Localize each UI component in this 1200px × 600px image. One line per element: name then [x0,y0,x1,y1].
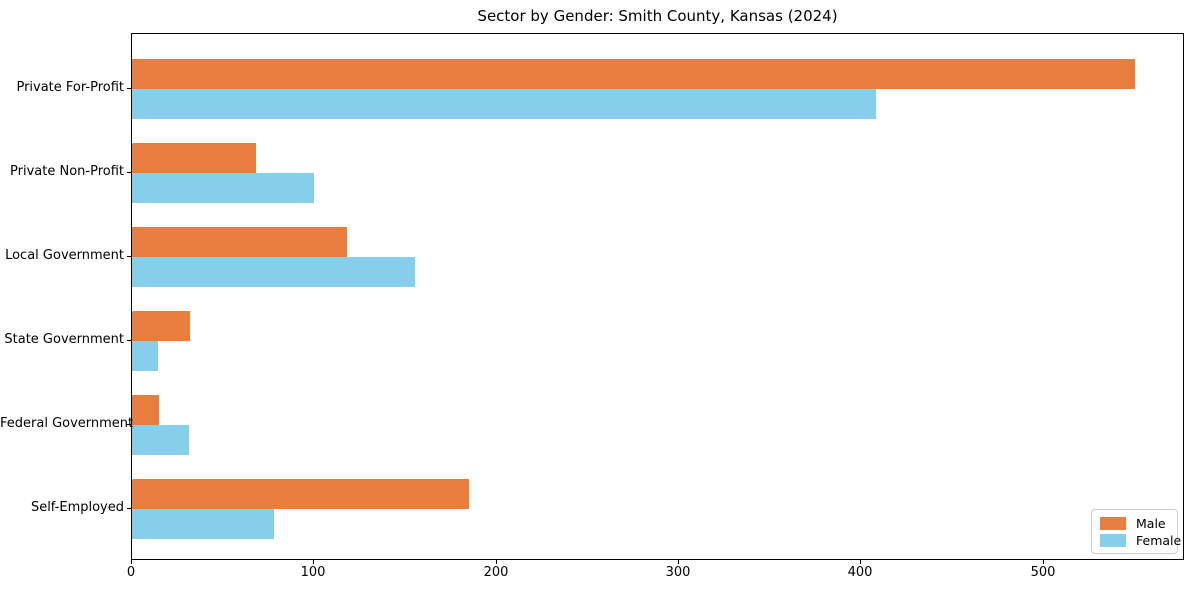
bar-male-self-employed [132,479,469,509]
x-tick-label: 100 [300,565,326,580]
x-tick-label: 200 [483,565,509,580]
legend-row-male: Male [1100,516,1169,531]
bar-female-private-non-profit [132,173,314,203]
x-tick [678,560,679,564]
bar-female-self-employed [132,509,274,539]
x-tick [496,560,497,564]
y-tick-label: State Government [4,332,124,347]
bar-male-state-government [132,311,190,341]
y-tick-label: Self-Employed [30,500,124,515]
bar-male-local-government [132,227,347,257]
x-tick [860,560,861,564]
bar-male-federal-government [132,395,159,425]
y-tick [127,256,131,257]
bar-female-state-government [132,341,158,371]
female-swatch [1100,534,1126,547]
bar-male-private-for-profit [132,59,1135,89]
chart-title: Sector by Gender: Smith County, Kansas (… [477,7,838,25]
x-tick [313,560,314,564]
bar-female-federal-government [132,425,189,455]
y-tick [127,340,131,341]
male-swatch [1100,517,1126,530]
x-tick-label: 400 [847,565,873,580]
plot-area [131,33,1184,560]
x-tick [1043,560,1044,564]
legend-label: Female [1136,533,1182,548]
y-tick-label: Federal Government [0,416,134,431]
y-tick-label: Local Government [5,248,124,263]
y-tick-label: Private For-Profit [16,80,124,95]
y-tick [127,424,131,425]
x-tick-label: 0 [126,565,136,580]
y-tick [127,88,131,89]
bar-female-local-government [132,257,415,287]
legend-row-female: Female [1100,533,1181,548]
legend: Male Female [1091,509,1181,554]
bar-male-private-non-profit [132,143,256,173]
y-tick [127,172,131,173]
y-tick [127,508,131,509]
x-tick-label: 300 [665,565,691,580]
y-tick-label: Private Non-Profit [10,164,124,179]
legend-label: Male [1136,516,1166,531]
x-tick-label: 500 [1030,565,1056,580]
x-tick [131,560,132,564]
bar-female-private-for-profit [132,89,876,119]
